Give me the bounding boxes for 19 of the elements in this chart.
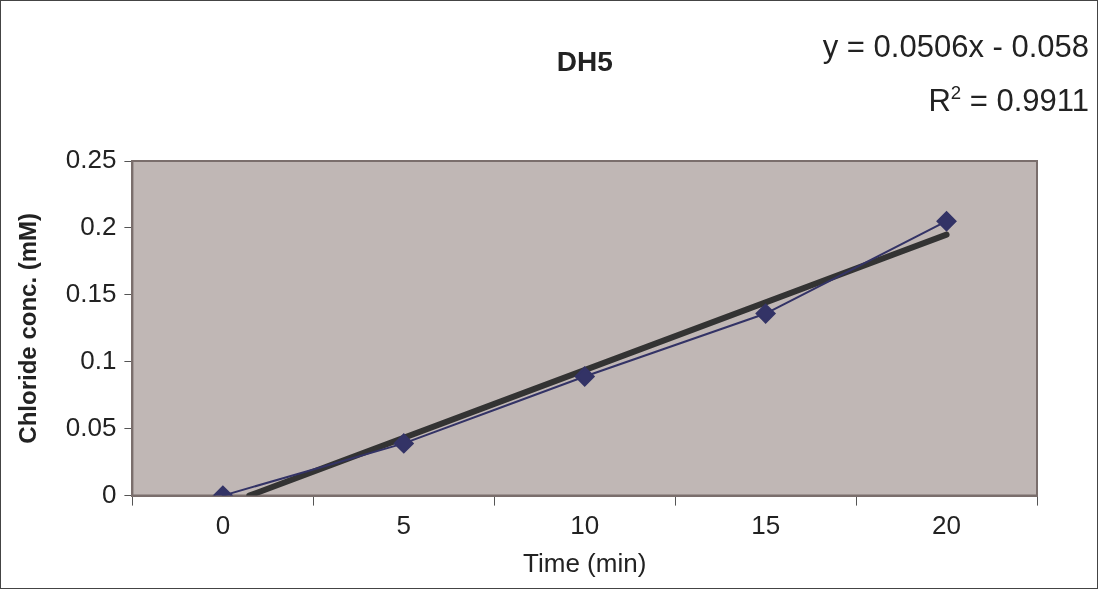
point <box>393 433 414 454</box>
point <box>574 366 595 387</box>
y-tick-label: 0.25 <box>65 144 117 175</box>
x-tick-label: 0 <box>215 510 231 541</box>
x-tick-label: 10 <box>570 510 600 541</box>
y-tick-label: 0.05 <box>65 411 117 442</box>
point <box>936 211 957 232</box>
x-tick-label: 20 <box>932 510 961 541</box>
x-tick-label: 15 <box>751 510 781 541</box>
x-axis-title: Time (min) <box>523 547 647 578</box>
y-tick-label: 0 <box>101 478 117 509</box>
y-tick-label: 0.1 <box>80 344 117 375</box>
point <box>755 303 776 324</box>
y-tick-label: 0.15 <box>65 278 117 309</box>
chart-title: DH5 <box>556 46 613 77</box>
y-axis-title: Chloride conc. (mM) <box>14 212 42 444</box>
y-tick-label: 0.2 <box>80 211 117 242</box>
text: y = 0.0506x - 0.058 <box>822 29 1090 64</box>
x-tick-label: 5 <box>396 510 412 541</box>
